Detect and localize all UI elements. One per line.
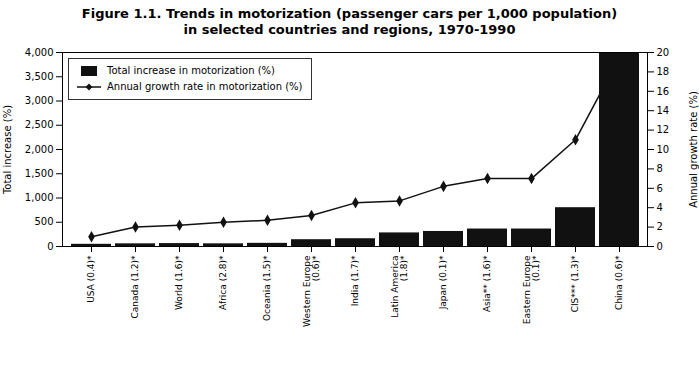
svg-text:Annual growth rate (%): Annual growth rate (%) [688,91,699,208]
html-text:Figure 1.1. Trends in motoriza: Figure 1.1. Trends in motorization (pass… [81,6,618,21]
svg-text:6: 6 [657,183,663,194]
svg-text:Oceania (1.5)*: Oceania (1.5)* [262,255,272,321]
svg-text:0: 0 [47,241,53,252]
svg-text:20: 20 [657,47,670,58]
svg-text:8: 8 [657,163,663,174]
html-text:Annual growth rate in motoriza: Annual growth rate in motorization (%) [107,81,303,92]
svg-text:1,500: 1,500 [25,168,54,179]
svg-text:USA (0.4)*: USA (0.4)* [86,255,96,303]
svg-text:16: 16 [657,86,670,97]
svg-text:Asia** (1.6)*: Asia** (1.6)* [482,255,492,312]
svg-text:2: 2 [657,221,663,232]
svg-text:2,500: 2,500 [25,119,54,130]
svg-text:Japan (0.1)*: Japan (0.1)* [438,255,448,310]
svg-text:India (1.7)*: India (1.7)* [350,255,360,306]
svg-text:500: 500 [34,216,53,227]
svg-text:World (1.6)*: World (1.6)* [174,255,184,310]
svg-text:12: 12 [657,124,670,135]
svg-text:1,000: 1,000 [25,192,54,203]
svg-text:4,000: 4,000 [25,47,54,58]
svg-text:Africa (2.8)*: Africa (2.8)* [218,255,228,310]
svg-text:3,500: 3,500 [25,71,54,82]
html-text:Total increase in motorization: Total increase in motorization (%) [107,65,275,76]
svg-text:Western Europe(0.6)*: Western Europe(0.6)* [302,255,321,327]
svg-text:China (0.6)*: China (0.6)* [614,255,624,310]
svg-text:Canada (1.2)*: Canada (1.2)* [130,255,140,318]
svg-text:18: 18 [657,66,670,77]
svg-text:CIS*** (1.3)*: CIS*** (1.3)* [570,255,580,312]
svg-text:Eastern Europe(0.1)*: Eastern Europe(0.1)* [522,255,541,324]
svg-text:10: 10 [657,144,670,155]
svg-text:Latin America(1.8)*: Latin America(1.8)* [390,255,409,318]
svg-text:4: 4 [657,202,663,213]
svg-text:3,000: 3,000 [25,95,54,106]
svg-text:14: 14 [657,105,670,116]
svg-text:0: 0 [657,241,663,252]
html-text:in selected countries and regi: in selected countries and regions, 1970-… [183,22,516,37]
svg-text:2,000: 2,000 [25,144,54,155]
svg-text:Total increase (%): Total increase (%) [2,105,13,195]
